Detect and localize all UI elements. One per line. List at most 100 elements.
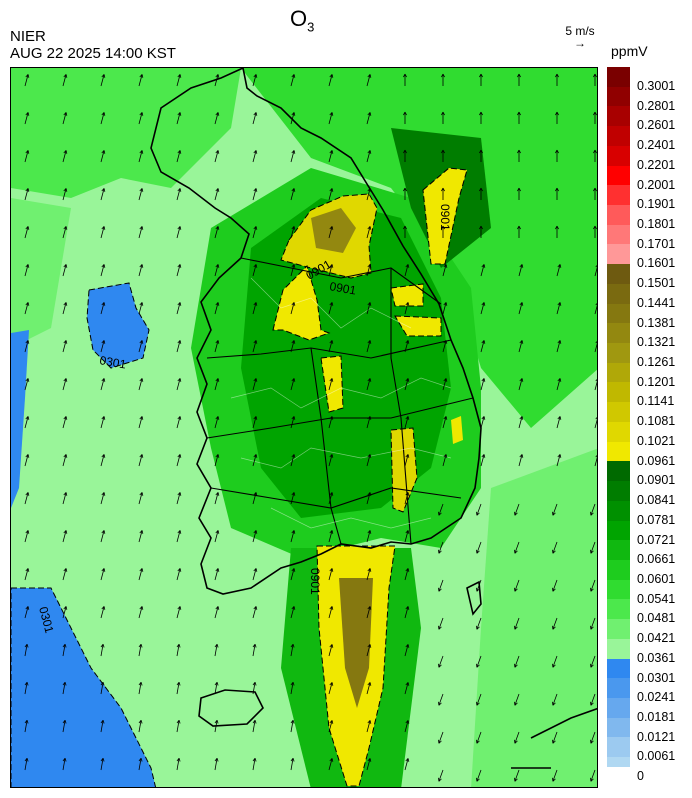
- wind-arrow-head: [367, 226, 372, 230]
- map-canvas: 0301 0301 0901 0901 0901 0901: [11, 68, 597, 787]
- colorbar-tick-label: 0.0901: [637, 473, 676, 488]
- wind-arrow-head: [481, 264, 486, 268]
- wind-arrow: [328, 644, 333, 657]
- wind-arrow: [366, 378, 371, 391]
- wind-arrow: [214, 644, 218, 657]
- colorbar-tick-label: 0.1021: [637, 433, 676, 448]
- wind-arrow: [62, 644, 66, 657]
- colorbar-swatch: [607, 106, 630, 127]
- wind-arrow: [214, 150, 219, 163]
- colorbar-tick-label: 0.1701: [637, 236, 676, 251]
- wind-arrow: [366, 606, 371, 619]
- high-ozone-plume-core: [339, 578, 373, 708]
- contour-label: 0901: [328, 279, 357, 297]
- wind-arrow-head: [329, 112, 334, 116]
- wind-arrow: [176, 758, 180, 771]
- wind-arrow-head: [139, 264, 144, 268]
- wind-arrow: [138, 682, 142, 695]
- contour-label: 0901: [308, 568, 322, 595]
- wind-arrow-head: [367, 644, 372, 648]
- wind-arrow: [366, 264, 371, 277]
- colorbar-tick-label: 0.1321: [637, 335, 676, 350]
- wind-arrow: [290, 264, 295, 277]
- wind-arrow-head: [438, 625, 442, 630]
- wind-arrow: [100, 682, 104, 695]
- wind-arrow: [214, 720, 218, 733]
- tsushima-island: [466, 580, 482, 616]
- wind-arrow: [176, 188, 181, 201]
- colorbar-swatch: [607, 244, 630, 265]
- wind-arrow-head: [101, 150, 106, 154]
- wind-arrow-head: [25, 112, 30, 116]
- colorbar-swatch: [607, 500, 630, 521]
- wind-arrow-head: [139, 74, 144, 78]
- wind-arrow-head: [63, 454, 68, 458]
- colorbar-tick-label: 0.0781: [637, 512, 676, 527]
- wind-arrow-head: [253, 150, 258, 154]
- wind-arrow-head: [405, 454, 410, 458]
- wind-arrow: [590, 541, 596, 554]
- wind-arrow-head: [25, 264, 30, 268]
- wind-arrow-head: [139, 492, 144, 496]
- wind-arrow: [62, 606, 67, 619]
- wind-arrow: [556, 454, 561, 467]
- wind-arrow-head: [291, 378, 296, 382]
- wind-arrow-head: [367, 188, 372, 192]
- colorbar-units: ppmV: [611, 43, 648, 59]
- wind-arrow: [366, 188, 371, 201]
- wind-arrow-head: [593, 187, 597, 192]
- colorbar-tick-label: 0.0241: [637, 690, 676, 705]
- wind-arrow-head: [63, 416, 68, 420]
- wind-arrow: [24, 682, 28, 695]
- contour-label: 0301: [36, 605, 57, 635]
- wind-arrow-head: [138, 719, 143, 724]
- wind-arrow: [252, 340, 257, 353]
- wind-arrow-head: [555, 225, 559, 230]
- wind-arrow: [290, 302, 295, 315]
- wind-arrow: [100, 530, 105, 543]
- wind-arrow-head: [405, 530, 410, 534]
- wind-arrow-head: [590, 663, 594, 668]
- wind-arrow: [24, 492, 29, 505]
- wind-arrow: [214, 492, 219, 505]
- colorbar-swatch: [607, 757, 630, 767]
- wind-arrow-head: [595, 303, 597, 306]
- wind-arrow-head: [329, 492, 334, 496]
- wind-arrow-head: [367, 682, 372, 686]
- wind-arrow: [290, 530, 295, 543]
- wind-arrow: [480, 378, 485, 391]
- wind-arrow: [404, 530, 409, 543]
- wind-arrow-head: [25, 454, 30, 458]
- wind-arrow: [214, 416, 219, 429]
- wind-arrow: [438, 579, 444, 592]
- wind-arrow-head: [63, 606, 68, 610]
- wind-arrow-head: [63, 378, 68, 382]
- wind-arrow-head: [476, 739, 480, 744]
- wind-arrow: [556, 264, 561, 277]
- wind-arrow-head: [405, 416, 410, 420]
- wind-arrow-head: [290, 757, 295, 762]
- wind-arrow-head: [329, 454, 334, 458]
- wind-arrow-head: [25, 606, 30, 610]
- wind-arrow: [290, 492, 295, 505]
- colorbar-swatch: [607, 540, 630, 560]
- wind-arrow-head: [214, 719, 219, 724]
- wind-arrow-head: [329, 188, 334, 192]
- wind-arrow-head: [405, 264, 410, 268]
- wind-arrow: [290, 568, 295, 581]
- colorbar-tick-label: 0.2801: [637, 98, 676, 113]
- ozone-map[interactable]: 0301 0301 0901 0901 0901 0901: [10, 67, 598, 788]
- wind-arrow-head: [138, 681, 143, 686]
- wind-arrow-head: [557, 416, 562, 420]
- wind-arrow-head: [593, 149, 597, 154]
- wind-arrow: [590, 503, 596, 516]
- wind-arrow-head: [139, 416, 144, 420]
- wind-arrow-head: [476, 777, 480, 782]
- wind-arrow: [552, 769, 558, 782]
- wind-arrow-head: [438, 549, 442, 554]
- wind-arrow-head: [139, 150, 144, 154]
- colorbar-swatch: [607, 86, 630, 107]
- wind-arrow-head: [291, 340, 296, 344]
- wind-arrow: [214, 530, 219, 543]
- wind-arrow-head: [329, 150, 334, 154]
